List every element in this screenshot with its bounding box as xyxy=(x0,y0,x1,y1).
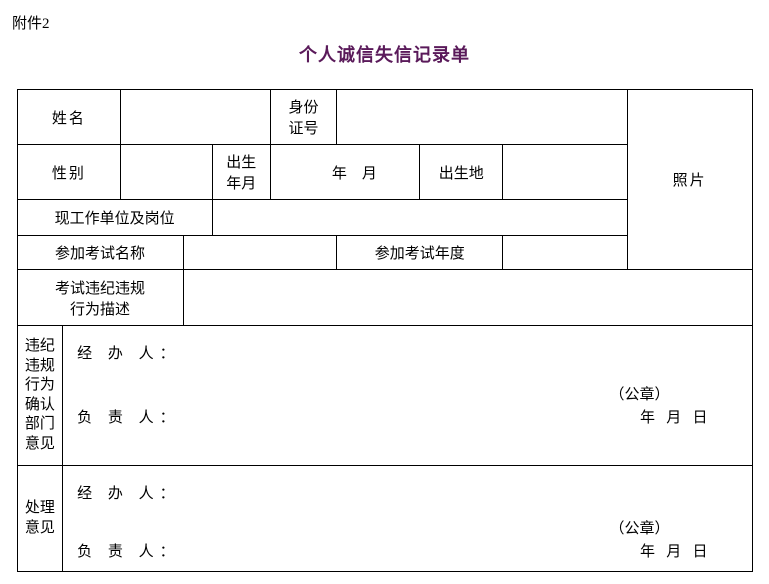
label-month: 月 xyxy=(362,166,377,182)
label-examname: 参加考试名称 xyxy=(17,236,183,270)
annex-label: 附件2 xyxy=(12,12,757,33)
label-birth-ym: 出生 年月 xyxy=(212,145,270,200)
confirm-opinion-body[interactable]: 经 办 人： （公章） 负 责 人： 年 月 日 xyxy=(63,326,752,466)
label-idno-l1: 身份 xyxy=(288,100,318,116)
label-birthplace: 出生地 xyxy=(420,145,503,200)
label-violation-desc-l1: 考试违纪违规 xyxy=(55,281,145,297)
label-idno: 身份 证号 xyxy=(270,90,336,145)
label-birth-ym-l1: 出生 xyxy=(226,155,256,171)
confirm-handler-line: 经 办 人： xyxy=(77,342,737,363)
process-seal: （公章） xyxy=(77,517,737,538)
value-workunit[interactable] xyxy=(212,200,627,236)
value-violation-desc[interactable] xyxy=(183,270,752,326)
label-violation-desc: 考试违纪违规 行为描述 xyxy=(17,270,183,326)
process-responsible-line: 负 责 人： 年 月 日 xyxy=(77,540,737,561)
confirm-date: 年 月 日 xyxy=(629,406,738,427)
label-year: 年 xyxy=(332,166,347,182)
value-birthplace[interactable] xyxy=(503,145,628,200)
value-examyear[interactable] xyxy=(503,236,628,270)
label-examyear: 参加考试年度 xyxy=(337,236,503,270)
confirm-seal: （公章） xyxy=(77,383,737,404)
label-photo: 照片 xyxy=(627,90,752,270)
label-workunit: 现工作单位及岗位 xyxy=(17,200,212,236)
label-idno-l2: 证号 xyxy=(288,121,318,137)
value-gender[interactable] xyxy=(121,145,212,200)
label-responsible-1: 负 责 人： xyxy=(77,410,181,426)
label-violation-desc-l2: 行为描述 xyxy=(70,302,130,318)
form-title: 个人诚信失信记录单 xyxy=(12,41,757,67)
value-birth-ym[interactable]: 年 月 xyxy=(270,145,419,200)
label-gender: 性别 xyxy=(17,145,121,200)
process-opinion-body[interactable]: 经 办 人： （公章） 负 责 人： 年 月 日 xyxy=(63,466,752,572)
value-examname[interactable] xyxy=(183,236,337,270)
confirm-responsible-line: 负 责 人： 年 月 日 xyxy=(77,406,737,427)
label-birth-ym-l2: 年月 xyxy=(226,176,256,192)
process-handler-line: 经 办 人： xyxy=(77,482,737,503)
process-date: 年 月 日 xyxy=(629,540,738,561)
value-name[interactable] xyxy=(121,90,270,145)
label-name: 姓名 xyxy=(17,90,121,145)
credit-record-form: 姓名 身份 证号 照片 性别 出生 年月 年 月 出生地 现工作单位及岗位 参加… xyxy=(17,89,753,572)
label-handler-1: 经 办 人： xyxy=(77,346,181,362)
label-responsible-2: 负 责 人： xyxy=(77,544,181,560)
label-process-opinion: 处理意见 xyxy=(17,466,63,572)
label-confirm-opinion: 违纪违规行为确认部门意见 xyxy=(17,326,63,466)
label-handler-2: 经 办 人： xyxy=(77,486,181,502)
value-idno[interactable] xyxy=(337,90,628,145)
